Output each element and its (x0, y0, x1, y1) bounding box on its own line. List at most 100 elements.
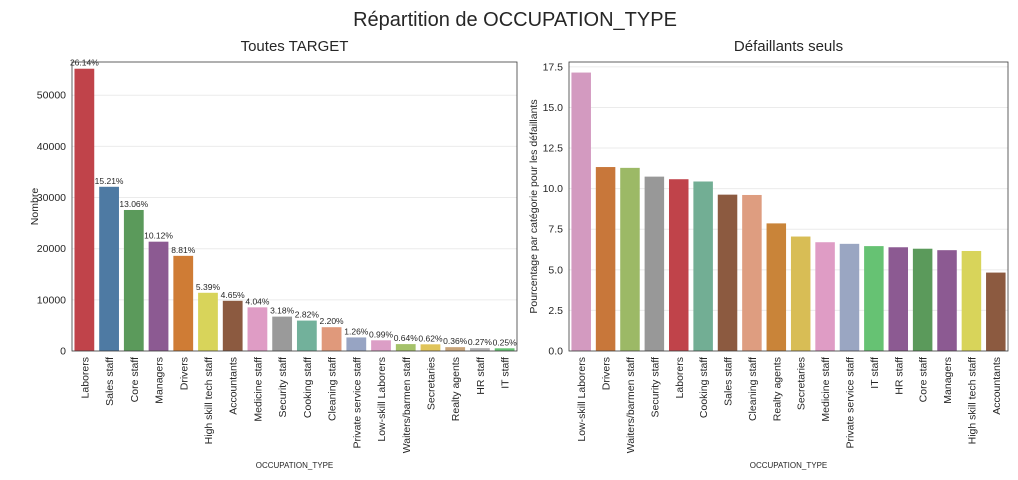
chart1-xtick-label: Managers (154, 357, 166, 404)
chart1-xtick-label: HR staff (475, 357, 487, 395)
chart1-bar (272, 316, 293, 351)
chart1-xtick-label: Cooking staff (302, 357, 314, 418)
chart2-bar (668, 179, 689, 351)
chart1-xtick-label: Laborers (79, 357, 91, 398)
chart1-data-label: 1.26% (344, 326, 369, 336)
chart1-bar (371, 340, 391, 351)
chart2-bar (766, 223, 787, 351)
chart1-bar (346, 337, 367, 351)
chart1-bar (445, 347, 466, 351)
chart2-bar (644, 176, 665, 351)
chart2-ytick-label: 15.0 (543, 102, 564, 114)
chart2-xtick-label: Low-skill Laborers (576, 357, 588, 442)
chart1-xlabel: OCCUPATION_TYPE (256, 461, 334, 470)
chart2-xtick-label: HR staff (893, 357, 905, 395)
chart1-data-label: 4.65% (221, 290, 246, 300)
chart1-ytick-label: 0 (60, 346, 66, 358)
chart1-ytick-label: 20000 (37, 243, 66, 255)
chart2-bar (693, 181, 713, 351)
chart1-ytick-label: 30000 (37, 192, 66, 204)
chart1-data-label: 13.06% (119, 199, 148, 209)
chart1-bar (173, 255, 194, 351)
chart1-bar (148, 241, 169, 351)
chart2-xtick-label: Managers (942, 357, 954, 404)
chart1-bar (247, 307, 268, 351)
chart1-data-label: 5.39% (196, 282, 221, 292)
chart2-ytick-label: 7.5 (548, 224, 563, 236)
chart2-bar (961, 250, 982, 351)
chart1-xtick-label: Drivers (178, 357, 190, 390)
chart1-xtick-label: Security staff (277, 357, 289, 418)
chart2-ytick-label: 17.5 (543, 61, 564, 73)
chart2-xtick-label: High skill tech staff (966, 357, 978, 444)
chart1-xtick-label: Realty agents (450, 357, 462, 421)
chart1-bar (321, 327, 342, 351)
chart1-xtick-label: Low-skill Laborers (376, 357, 388, 442)
chart2-xtick-label: Cooking staff (698, 357, 710, 418)
chart2-ylabel: Pourcentage par catégorie pour les défai… (528, 99, 540, 313)
chart1-xtick-label: Core staff (129, 357, 141, 402)
chart1-xtick-label: Private service staff (351, 357, 363, 449)
chart1-ytick-label: 10000 (37, 294, 66, 306)
chart2-ytick-label: 10.0 (543, 183, 564, 195)
chart2-bar (937, 250, 957, 351)
chart1-data-label: 0.62% (418, 333, 443, 343)
chart2-xtick-label: Realty agents (771, 357, 783, 421)
chart1-xtick-label: Secretaries (425, 357, 437, 410)
chart1-bar (222, 300, 243, 351)
chart2-bar (571, 72, 591, 351)
chart1-title: Toutes TARGET (241, 38, 349, 55)
chart2-bar (620, 167, 640, 351)
chart1-data-label: 3.18% (270, 306, 295, 316)
chart2-xtick-label: Medicine staff (820, 357, 832, 422)
chart1-bar (99, 186, 119, 351)
chart2-ytick-label: 0.0 (548, 346, 563, 358)
chart2-ytick-label: 2.5 (548, 305, 563, 317)
chart1-xtick-label: IT staff (500, 357, 512, 389)
figure-title: Répartition de OCCUPATION_TYPE (353, 9, 677, 31)
chart1-bar (470, 348, 490, 351)
chart1-data-label: 2.20% (320, 316, 345, 326)
chart2-bar (815, 242, 835, 351)
chart1-data-label: 26.14% (70, 58, 99, 68)
chart1-bar (296, 320, 317, 351)
chart2-xtick-label: Sales staff (723, 357, 735, 406)
chart2-xlabel: OCCUPATION_TYPE (750, 461, 828, 470)
chart2-bar (790, 236, 811, 351)
chart2-xtick-label: Accountants (991, 357, 1003, 415)
chart1-xtick-label: Accountants (228, 357, 240, 415)
chart1-data-label: 10.12% (144, 231, 173, 241)
chart2-bar (888, 247, 909, 351)
chart1-data-label: 8.81% (171, 245, 196, 255)
chart2-xtick-label: Security staff (649, 357, 661, 418)
chart2-ytick-label: 12.5 (543, 143, 564, 155)
chart1-data-label: 0.64% (394, 333, 419, 343)
chart2-xtick-label: Core staff (918, 357, 930, 402)
chart2-xtick-label: Cleaning staff (747, 357, 759, 421)
chart2-bar (717, 194, 738, 351)
chart1-data-label: 0.36% (443, 336, 468, 346)
chart1-xtick-label: Cleaning staff (327, 357, 339, 421)
chart1-data-label: 4.04% (245, 296, 270, 306)
chart2-title: Défaillants seuls (734, 38, 843, 55)
chart1-data-label: 0.27% (468, 337, 493, 347)
chart1-xtick-label: Sales staff (104, 357, 116, 406)
chart1-xtick-label: Waiters/barmen staff (401, 357, 413, 453)
chart1-ytick-label: 50000 (37, 90, 66, 102)
chart2-bar (742, 194, 762, 351)
chart2-bar (864, 246, 884, 351)
chart1-xtick-label: High skill tech staff (203, 357, 215, 444)
chart2-xtick-label: Laborers (674, 357, 686, 398)
chart1-bar (123, 209, 144, 351)
chart1-xtick-label: Medicine staff (252, 357, 264, 422)
chart1-bar (395, 344, 416, 351)
chart2-bar (986, 272, 1006, 351)
chart2-xtick-label: Drivers (601, 357, 613, 390)
chart1-bar (74, 68, 95, 352)
chart1-data-label: 15.21% (95, 176, 124, 186)
chart1-ylabel: Nombre (29, 188, 41, 226)
chart2-frame (568, 61, 1009, 352)
chart2-xtick-label: Secretaries (796, 357, 808, 410)
chart2-xtick-label: IT staff (869, 357, 881, 389)
